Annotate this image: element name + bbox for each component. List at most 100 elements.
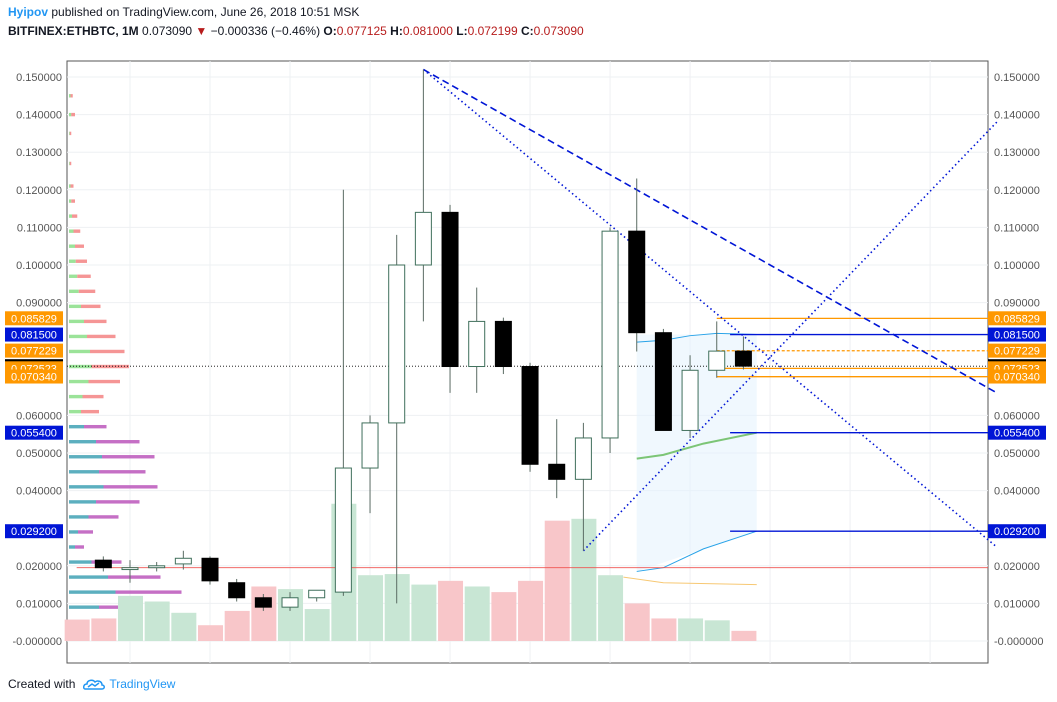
volume-profile-sell <box>90 349 125 354</box>
volume-profile-sell <box>108 575 161 579</box>
candle-body <box>494 320 512 368</box>
candle-body <box>574 437 592 480</box>
y-tick-label-right: 0.140000 <box>994 110 1040 122</box>
volume-profile-buy <box>69 244 75 248</box>
volume-profile-sell <box>103 485 158 489</box>
volume-bar <box>544 520 570 641</box>
volume-profile-sell <box>75 545 84 549</box>
trendline <box>422 68 998 548</box>
y-tick-label-right: 0.100000 <box>994 260 1040 272</box>
tradingview-cloud-icon[interactable] <box>83 677 106 691</box>
candle-body <box>201 557 219 582</box>
price-label-right-text: 0.070340 <box>994 372 1040 384</box>
volume-profile-buy <box>69 500 96 504</box>
price-change: −0.000336 (−0.46%) <box>210 24 321 38</box>
author-name[interactable]: Hyipov <box>8 5 49 19</box>
close-label: C: <box>520 24 534 38</box>
volume-profile-buy <box>69 161 70 166</box>
volume-bar <box>704 620 730 641</box>
volume-profile-buy <box>69 470 99 474</box>
close-value: 0.073090 <box>533 24 584 38</box>
publish-info: published on TradingView.com, June 26, 2… <box>51 5 360 19</box>
price-label-left-text: 0.085829 <box>11 313 57 325</box>
volume-profile-buy <box>69 131 70 136</box>
price-label-left <box>5 425 63 440</box>
volume-profile-buy <box>69 590 116 594</box>
y-tick-label-left: 0.150000 <box>16 72 62 84</box>
volume-profile-buy <box>69 394 83 399</box>
open-value: 0.077125 <box>336 24 387 38</box>
volume-profile-buy <box>69 575 108 579</box>
volume-profile-sell <box>82 394 104 399</box>
price-label-right-text: 0.029200 <box>994 526 1040 538</box>
y-tick-label-right: 0.020000 <box>994 561 1040 573</box>
volume-bar <box>651 618 677 641</box>
moving-average-line <box>636 431 757 460</box>
candle-body <box>681 369 699 431</box>
volume-profile-buy <box>69 319 84 324</box>
price-chart[interactable]: 0.150000 0.150000 0.140000 0.140000 0.130000… <box>0 44 1057 668</box>
volume-profile-sell <box>78 530 93 534</box>
volume-profile-buy <box>69 364 92 369</box>
volume-bar <box>598 575 624 641</box>
volume-profile-buy <box>69 560 92 564</box>
plot-area <box>66 60 989 664</box>
candle-body <box>174 557 192 565</box>
down-arrow-icon: ▼ <box>195 24 208 38</box>
volume-profile-sell <box>70 94 73 98</box>
price-label-left-text: 0.029200 <box>11 526 57 538</box>
price-label-left-text: 0.081500 <box>11 330 57 342</box>
volume-profile-sell <box>88 379 120 384</box>
price-label-left-text: 0.077229 <box>11 346 57 358</box>
high-label: H: <box>390 24 403 38</box>
volume-profile-sell <box>84 424 107 429</box>
y-tick-label-left: 0.140000 <box>16 110 62 122</box>
volume-profile-buy <box>69 515 89 519</box>
price-label-left-text: 0.070340 <box>11 372 57 384</box>
volume-profile-sell <box>71 199 75 203</box>
tradingview-brand[interactable]: TradingView <box>109 677 176 691</box>
volume-profile-buy <box>69 184 71 188</box>
price-label-right <box>988 311 1046 326</box>
y-tick-label-right: 0.120000 <box>994 185 1040 197</box>
volume-bar <box>64 619 90 641</box>
y-tick-label-left: 0.090000 <box>16 298 62 310</box>
volume-profile-buy <box>69 530 78 534</box>
price-label-right-text: 0.055400 <box>994 428 1040 440</box>
price-label-right-text: 0.081500 <box>994 330 1040 342</box>
volume-profile-sell <box>96 440 140 444</box>
y-tick-label-right: 0.060000 <box>994 410 1040 422</box>
volume-profile-sell <box>87 334 116 339</box>
volume-bar <box>304 609 330 641</box>
y-tick-label-right: 0.110000 <box>994 222 1039 234</box>
volume-profile-buy <box>69 455 102 459</box>
volume-profile-sell <box>115 590 182 594</box>
volume-profile-sell <box>69 131 72 136</box>
price-label-left <box>5 343 63 358</box>
volume-profile-buy <box>69 259 76 263</box>
y-tick-label-right: 0.040000 <box>994 486 1040 498</box>
y-tick-label-left: 0.040000 <box>16 486 62 498</box>
volume-profile-sell <box>81 409 99 414</box>
volume-profile-buy <box>69 485 104 489</box>
candle-body <box>121 567 139 571</box>
price-label-right-text: 0.077229 <box>994 346 1040 358</box>
y-tick-label-left: 0.050000 <box>16 448 62 460</box>
volume-profile-sell <box>91 364 129 369</box>
y-tick-label-left: -0.000000 <box>12 636 62 648</box>
candle-body <box>254 597 272 608</box>
volume-bar <box>678 618 704 641</box>
volume-bar <box>464 586 490 641</box>
volume-profile-sell <box>84 319 107 324</box>
candle-body <box>228 582 246 599</box>
volume-profile-sell <box>71 112 75 117</box>
created-with-label: Created with <box>8 677 76 691</box>
y-tick-label-left: 0.110000 <box>17 222 62 234</box>
low-label: L: <box>456 24 468 38</box>
volume-bar <box>624 603 650 641</box>
volume-profile-buy <box>69 304 81 309</box>
symbol-line: BITFINEX:ETHBTC, 1M 0.073090 ▼ −0.000336… <box>8 24 584 38</box>
volume-profile-sell <box>72 214 78 218</box>
volume-profile-buy <box>69 334 87 339</box>
volume-profile-buy <box>69 289 79 294</box>
